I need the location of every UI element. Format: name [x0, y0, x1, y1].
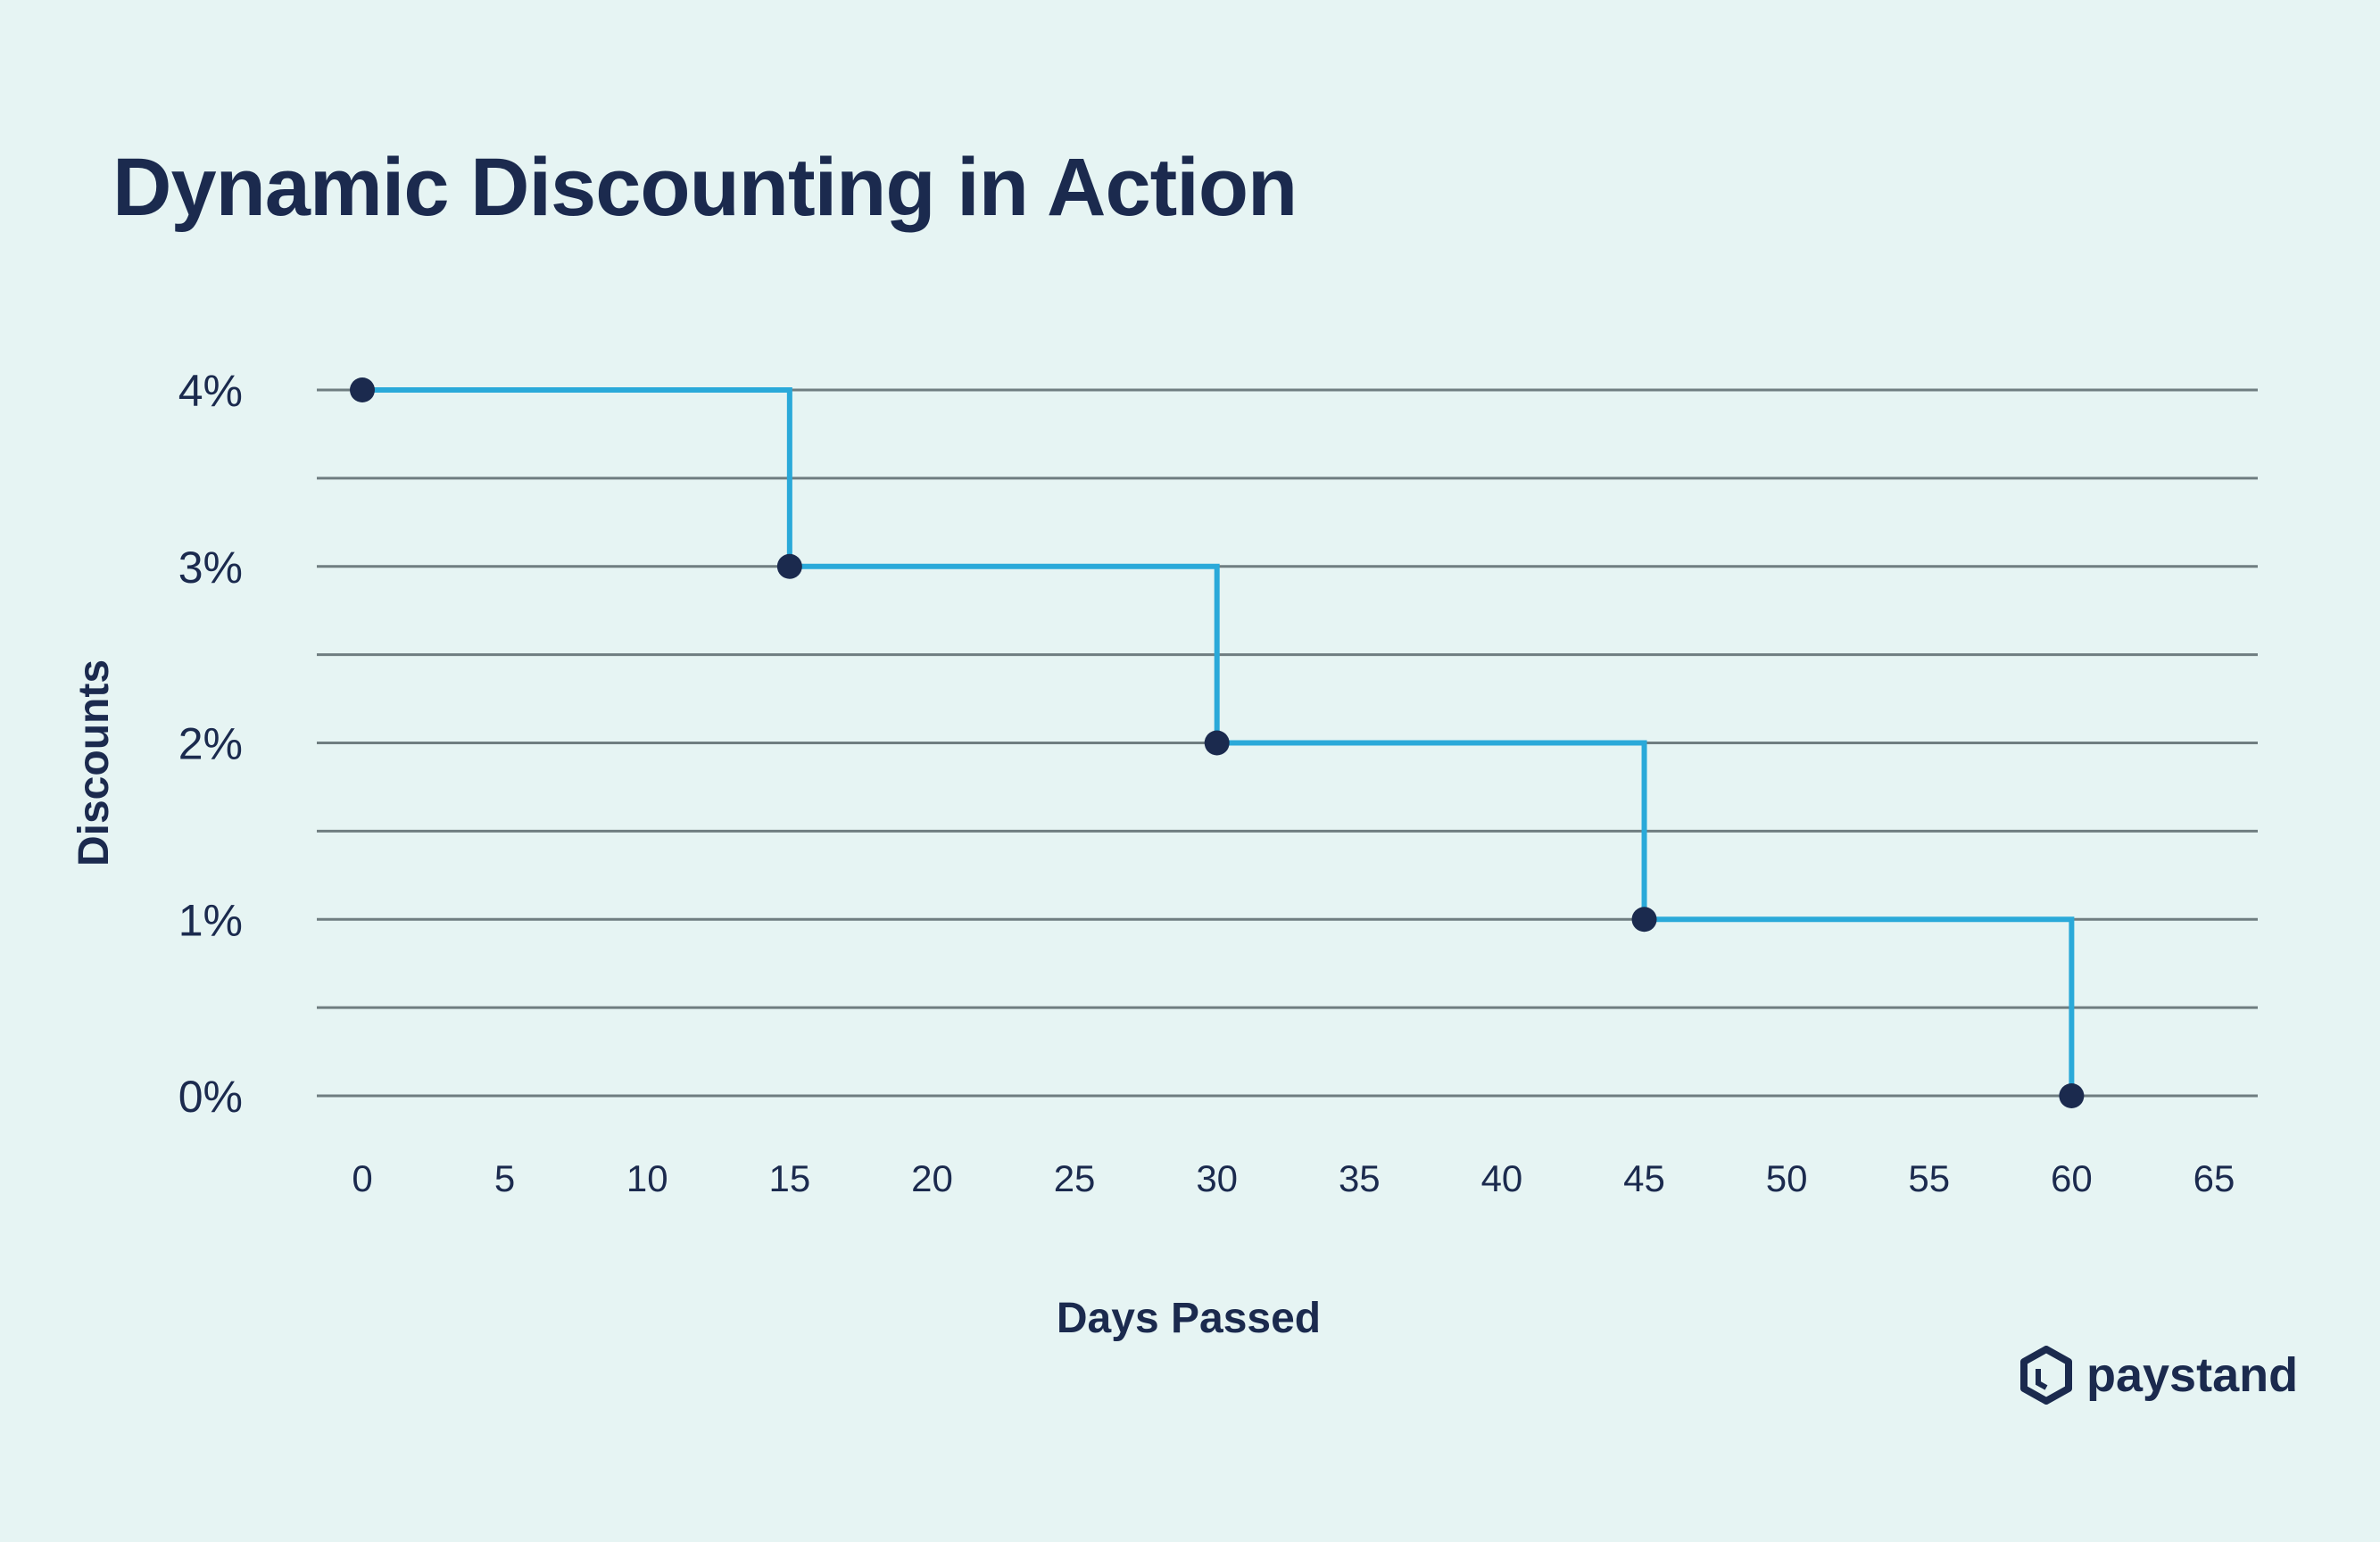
- x-tick-label: 45: [1623, 1157, 1665, 1199]
- x-tick-label: 10: [626, 1157, 668, 1199]
- chart-title: Dynamic Discounting in Action: [112, 142, 1298, 233]
- x-tick-label: 0: [352, 1157, 372, 1199]
- data-point: [1204, 730, 1230, 756]
- data-point: [2059, 1083, 2085, 1108]
- x-tick-label: 60: [2051, 1157, 2093, 1199]
- x-tick-label: 25: [1054, 1157, 1096, 1199]
- x-tick-label: 65: [2193, 1157, 2235, 1199]
- data-point: [1631, 907, 1657, 933]
- y-tick-label: 1%: [178, 895, 243, 945]
- y-tick-label: 0%: [178, 1072, 243, 1122]
- x-tick-label: 55: [1908, 1157, 1950, 1199]
- x-tick-label: 15: [768, 1157, 810, 1199]
- brand-name: paystand: [2086, 1348, 2299, 1402]
- y-tick-label: 3%: [178, 543, 243, 593]
- x-tick-label: 5: [494, 1157, 515, 1199]
- paystand-logo-icon: [2020, 1346, 2072, 1405]
- paystand-brand: paystand: [2019, 1346, 2298, 1405]
- y-axis-label: Discounts: [70, 659, 118, 866]
- y-tick-label: 4%: [178, 366, 243, 416]
- x-tick-label: 40: [1481, 1157, 1523, 1199]
- x-tick-label: 20: [911, 1157, 953, 1199]
- y-tick-label: 2%: [178, 719, 243, 769]
- data-point: [350, 377, 375, 402]
- x-tick-label: 30: [1196, 1157, 1238, 1199]
- x-tick-label: 35: [1339, 1157, 1381, 1199]
- x-tick-label: 50: [1766, 1157, 1808, 1199]
- x-axis-label: Days Passed: [1057, 1295, 1321, 1342]
- data-point: [776, 553, 802, 579]
